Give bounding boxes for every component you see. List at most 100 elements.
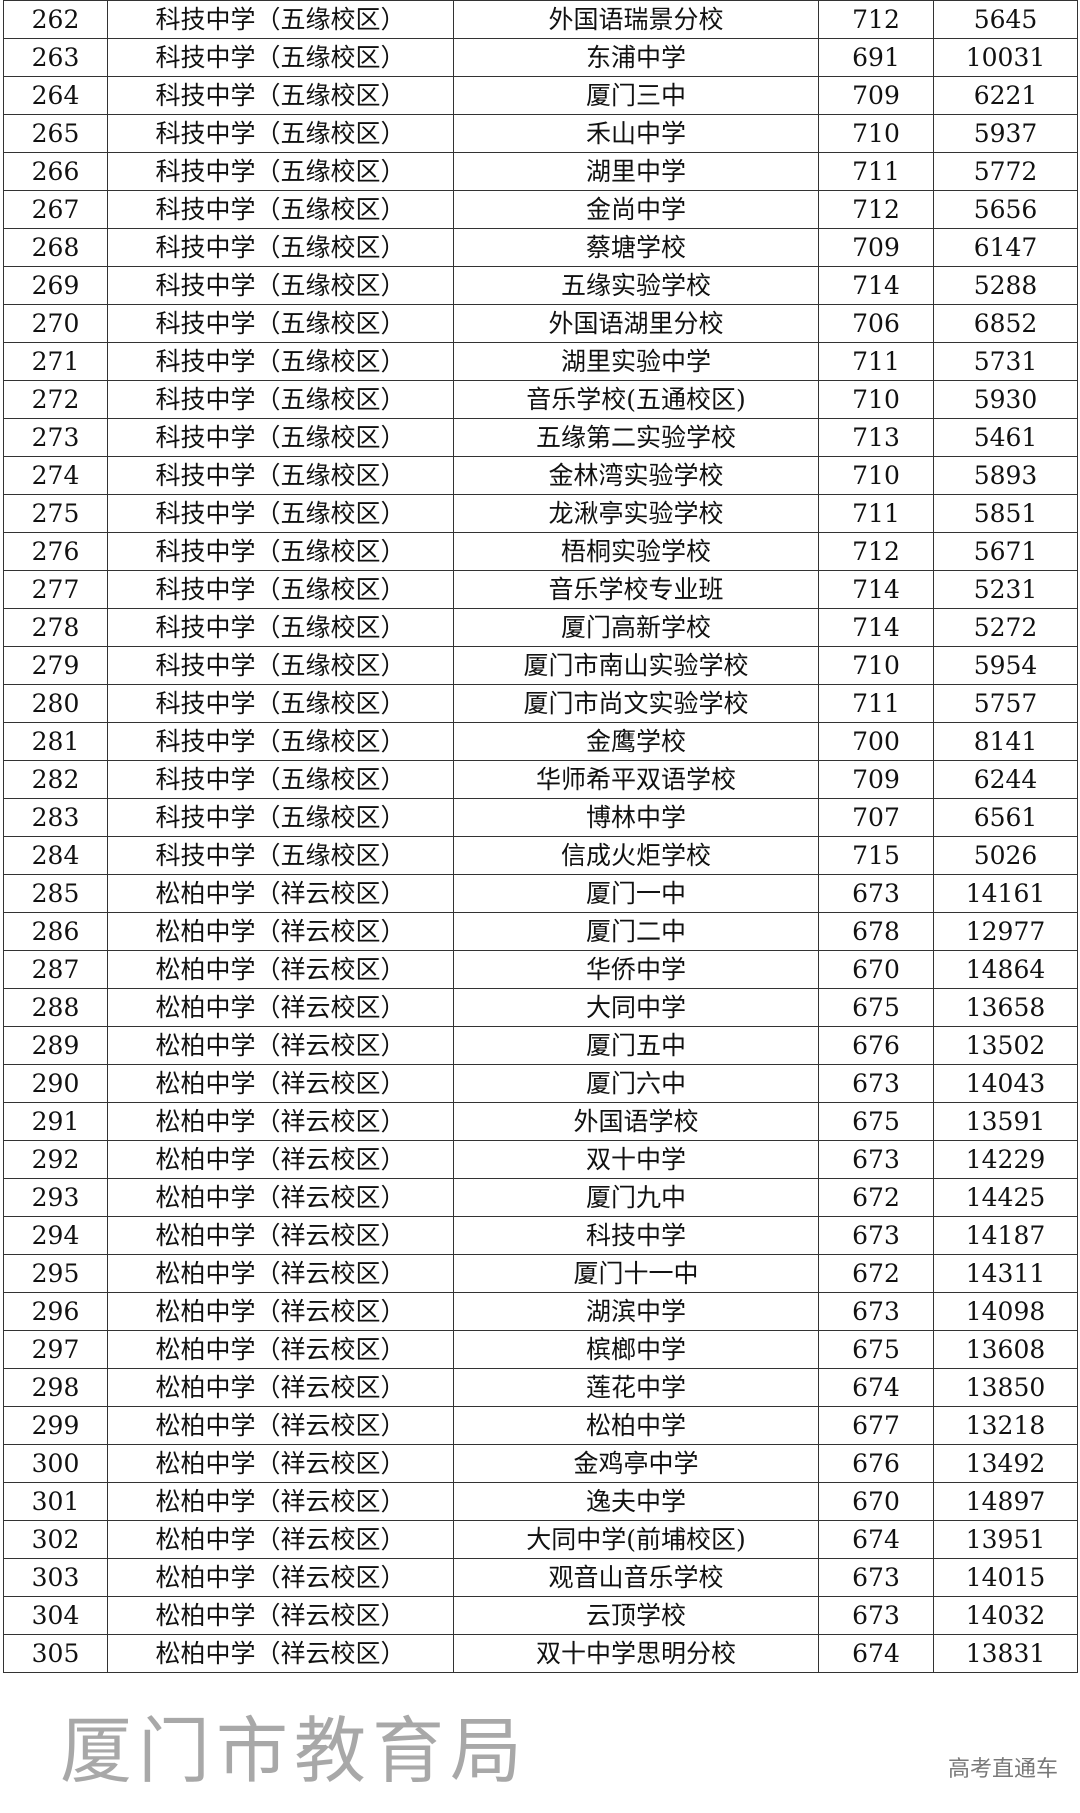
rank-cell: 13492 bbox=[933, 1444, 1078, 1483]
high-school-cell: 科技中学（五缘校区） bbox=[107, 684, 454, 723]
table-row: 275 科技中学（五缘校区） 龙湫亭实验学校 711 5851 bbox=[3, 494, 1078, 533]
rank-cell: 8141 bbox=[933, 722, 1078, 761]
min-score-cell: 674 bbox=[818, 1634, 934, 1673]
rank-cell: 5026 bbox=[933, 836, 1078, 875]
table-row: 265 科技中学（五缘校区） 禾山中学 710 5937 bbox=[3, 114, 1078, 153]
rank-cell: 14897 bbox=[933, 1482, 1078, 1521]
junior-school-cell: 东浦中学 bbox=[453, 38, 819, 77]
high-school-cell: 科技中学（五缘校区） bbox=[107, 152, 454, 191]
junior-school-cell: 梧桐实验学校 bbox=[453, 532, 819, 571]
high-school-cell: 科技中学（五缘校区） bbox=[107, 38, 454, 77]
row-number-cell: 280 bbox=[3, 684, 108, 723]
table-row: 294 松柏中学（祥云校区） 科技中学 673 14187 bbox=[3, 1216, 1078, 1255]
high-school-cell: 松柏中学（祥云校区） bbox=[107, 1064, 454, 1103]
min-score-cell: 675 bbox=[818, 1102, 934, 1141]
high-school-cell: 科技中学（五缘校区） bbox=[107, 494, 454, 533]
min-score-cell: 673 bbox=[818, 874, 934, 913]
min-score-cell: 714 bbox=[818, 608, 934, 647]
row-number-cell: 292 bbox=[3, 1140, 108, 1179]
rank-cell: 5231 bbox=[933, 570, 1078, 609]
table-row: 296 松柏中学（祥云校区） 湖滨中学 673 14098 bbox=[3, 1292, 1078, 1331]
rank-cell: 5656 bbox=[933, 190, 1078, 229]
rank-cell: 13502 bbox=[933, 1026, 1078, 1065]
high-school-cell: 科技中学（五缘校区） bbox=[107, 380, 454, 419]
junior-school-cell: 厦门十一中 bbox=[453, 1254, 819, 1293]
high-school-cell: 科技中学（五缘校区） bbox=[107, 0, 454, 39]
table-row: 270 科技中学（五缘校区） 外国语湖里分校 706 6852 bbox=[3, 304, 1078, 343]
high-school-cell: 松柏中学（祥云校区） bbox=[107, 1216, 454, 1255]
table-row: 304 松柏中学（祥云校区） 云顶学校 673 14032 bbox=[3, 1596, 1078, 1635]
row-number-cell: 285 bbox=[3, 874, 108, 913]
min-score-cell: 674 bbox=[818, 1368, 934, 1407]
row-number-cell: 283 bbox=[3, 798, 108, 837]
junior-school-cell: 厦门九中 bbox=[453, 1178, 819, 1217]
rank-cell: 14032 bbox=[933, 1596, 1078, 1635]
rank-cell: 6852 bbox=[933, 304, 1078, 343]
table-row: 266 科技中学（五缘校区） 湖里中学 711 5772 bbox=[3, 152, 1078, 191]
min-score-cell: 712 bbox=[818, 532, 934, 571]
row-number-cell: 275 bbox=[3, 494, 108, 533]
high-school-cell: 科技中学（五缘校区） bbox=[107, 228, 454, 267]
high-school-cell: 松柏中学（祥云校区） bbox=[107, 1102, 454, 1141]
high-school-cell: 松柏中学（祥云校区） bbox=[107, 1634, 454, 1673]
junior-school-cell: 外国语湖里分校 bbox=[453, 304, 819, 343]
junior-school-cell: 华侨中学 bbox=[453, 950, 819, 989]
table-row: 291 松柏中学（祥云校区） 外国语学校 675 13591 bbox=[3, 1102, 1078, 1141]
min-score-cell: 715 bbox=[818, 836, 934, 875]
min-score-cell: 707 bbox=[818, 798, 934, 837]
rank-cell: 14043 bbox=[933, 1064, 1078, 1103]
high-school-cell: 松柏中学（祥云校区） bbox=[107, 1558, 454, 1597]
row-number-cell: 301 bbox=[3, 1482, 108, 1521]
rank-cell: 5930 bbox=[933, 380, 1078, 419]
junior-school-cell: 厦门三中 bbox=[453, 76, 819, 115]
high-school-cell: 松柏中学（祥云校区） bbox=[107, 1026, 454, 1065]
junior-school-cell: 外国语学校 bbox=[453, 1102, 819, 1141]
table-row: 269 科技中学（五缘校区） 五缘实验学校 714 5288 bbox=[3, 266, 1078, 305]
row-number-cell: 290 bbox=[3, 1064, 108, 1103]
junior-school-cell: 湖滨中学 bbox=[453, 1292, 819, 1331]
high-school-cell: 松柏中学（祥云校区） bbox=[107, 1406, 454, 1445]
table-row: 302 松柏中学（祥云校区） 大同中学(前埔校区) 674 13951 bbox=[3, 1520, 1078, 1559]
junior-school-cell: 厦门高新学校 bbox=[453, 608, 819, 647]
high-school-cell: 科技中学（五缘校区） bbox=[107, 304, 454, 343]
row-number-cell: 264 bbox=[3, 76, 108, 115]
table-row: 287 松柏中学（祥云校区） 华侨中学 670 14864 bbox=[3, 950, 1078, 989]
high-school-cell: 科技中学（五缘校区） bbox=[107, 798, 454, 837]
junior-school-cell: 外国语瑞景分校 bbox=[453, 0, 819, 39]
row-number-cell: 289 bbox=[3, 1026, 108, 1065]
min-score-cell: 700 bbox=[818, 722, 934, 761]
rank-cell: 5757 bbox=[933, 684, 1078, 723]
junior-school-cell: 金林湾实验学校 bbox=[453, 456, 819, 495]
rank-cell: 14187 bbox=[933, 1216, 1078, 1255]
junior-school-cell: 厦门市尚文实验学校 bbox=[453, 684, 819, 723]
high-school-cell: 科技中学（五缘校区） bbox=[107, 760, 454, 799]
min-score-cell: 673 bbox=[818, 1140, 934, 1179]
min-score-cell: 710 bbox=[818, 646, 934, 685]
high-school-cell: 科技中学（五缘校区） bbox=[107, 836, 454, 875]
rank-cell: 5645 bbox=[933, 0, 1078, 39]
table-row: 264 科技中学（五缘校区） 厦门三中 709 6221 bbox=[3, 76, 1078, 115]
junior-school-cell: 厦门五中 bbox=[453, 1026, 819, 1065]
table-row: 272 科技中学（五缘校区） 音乐学校(五通校区) 710 5930 bbox=[3, 380, 1078, 419]
table-row: 305 松柏中学（祥云校区） 双十中学思明分校 674 13831 bbox=[3, 1634, 1078, 1673]
row-number-cell: 281 bbox=[3, 722, 108, 761]
min-score-cell: 710 bbox=[818, 456, 934, 495]
junior-school-cell: 科技中学 bbox=[453, 1216, 819, 1255]
junior-school-cell: 蔡塘学校 bbox=[453, 228, 819, 267]
junior-school-cell: 双十中学思明分校 bbox=[453, 1634, 819, 1673]
rank-cell: 13850 bbox=[933, 1368, 1078, 1407]
watermark-bureau: 厦门市教育局 bbox=[60, 1709, 529, 1793]
high-school-cell: 科技中学（五缘校区） bbox=[107, 76, 454, 115]
row-number-cell: 267 bbox=[3, 190, 108, 229]
min-score-cell: 673 bbox=[818, 1064, 934, 1103]
rank-cell: 5731 bbox=[933, 342, 1078, 381]
min-score-cell: 709 bbox=[818, 760, 934, 799]
rank-cell: 5937 bbox=[933, 114, 1078, 153]
junior-school-cell: 金尚中学 bbox=[453, 190, 819, 229]
rank-cell: 14161 bbox=[933, 874, 1078, 913]
junior-school-cell: 云顶学校 bbox=[453, 1596, 819, 1635]
rank-cell: 6221 bbox=[933, 76, 1078, 115]
min-score-cell: 713 bbox=[818, 418, 934, 457]
junior-school-cell: 音乐学校专业班 bbox=[453, 570, 819, 609]
junior-school-cell: 逸夫中学 bbox=[453, 1482, 819, 1521]
